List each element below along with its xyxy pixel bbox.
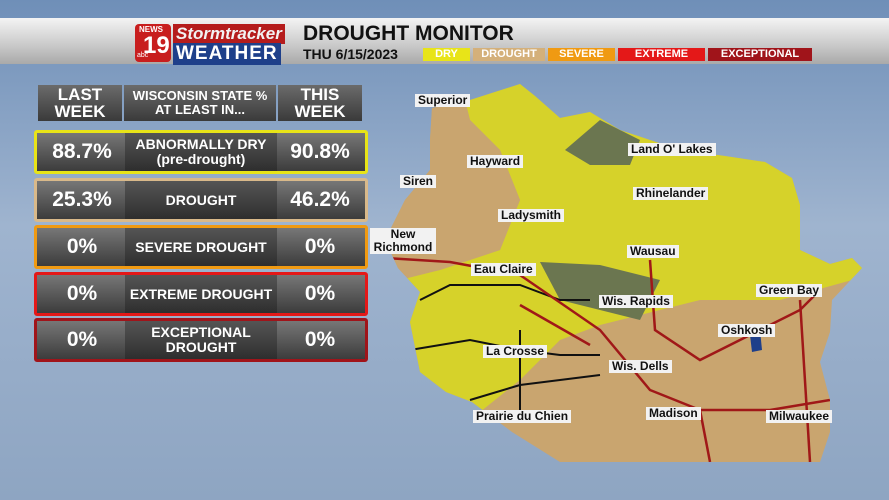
legend-drought: DROUGHT: [473, 48, 545, 61]
legend-dry: DRY: [423, 48, 470, 61]
category-label: ABNORMALLY DRY (pre-drought): [125, 133, 277, 171]
city-label: Wis. Rapids: [599, 295, 673, 308]
category-label: EXTREME DROUGHT: [125, 275, 277, 313]
city-label: La Crosse: [483, 345, 548, 358]
city-label: Rhinelander: [633, 187, 709, 200]
category-label: EXCEPTIONAL DROUGHT: [125, 321, 277, 359]
legend-extreme: EXTREME: [618, 48, 705, 61]
city-label: Land O' Lakes: [628, 143, 716, 156]
table-row: 88.7% ABNORMALLY DRY (pre-drought) 90.8%: [34, 130, 368, 174]
table-row: 0% EXTREME DROUGHT 0%: [34, 272, 368, 316]
this-week-value: 46.2%: [290, 188, 350, 211]
logo-channel: 19: [143, 32, 170, 59]
city-label: Oshkosh: [718, 324, 776, 337]
last-week-value: 88.7%: [52, 140, 112, 163]
this-week-value: 0%: [304, 235, 336, 258]
header-last-week: LAST WEEK: [38, 85, 122, 121]
city-label: Madison: [646, 407, 701, 420]
last-week-value: 0%: [66, 328, 98, 351]
city-label: Superior: [415, 94, 471, 107]
logo-badge: [135, 24, 171, 62]
table-row: 25.3% DROUGHT 46.2%: [34, 178, 368, 222]
city-label: New Richmond: [370, 228, 436, 254]
title: DROUGHT MONITOR: [303, 22, 514, 45]
table-row: 0% SEVERE DROUGHT 0%: [34, 225, 368, 269]
logo-network: NEWS: [139, 25, 163, 34]
logo: NEWS 19 abc Stormtracker WEATHER: [135, 24, 295, 65]
logo-affiliate: abc: [137, 52, 149, 59]
dry-area: [385, 84, 862, 420]
this-week-value: 90.8%: [290, 140, 350, 163]
logo-brand: Stormtracker: [173, 24, 285, 44]
legend-severe: SEVERE: [548, 48, 615, 61]
city-label: Wis. Dells: [609, 360, 672, 373]
date: THU 6/15/2023: [303, 46, 398, 62]
city-label: Wausau: [627, 245, 679, 258]
logo-brand-sub: WEATHER: [173, 43, 281, 65]
city-label: Green Bay: [756, 284, 823, 297]
forest-patch: [565, 120, 640, 165]
header-middle: WISCONSIN STATE % AT LEAST IN...: [124, 85, 276, 121]
category-label: DROUGHT: [125, 181, 277, 219]
last-week-value: 25.3%: [52, 188, 112, 211]
last-week-value: 0%: [66, 282, 98, 305]
header-this-week: THIS WEEK: [278, 85, 362, 121]
table-row: 0% EXCEPTIONAL DROUGHT 0%: [34, 318, 368, 362]
city-label: Ladysmith: [498, 209, 565, 222]
this-week-value: 0%: [304, 328, 336, 351]
last-week-value: 0%: [66, 235, 98, 258]
city-label: Siren: [400, 175, 437, 188]
category-label: SEVERE DROUGHT: [125, 228, 277, 266]
city-label: Hayward: [467, 155, 524, 168]
this-week-value: 0%: [304, 282, 336, 305]
legend-exceptional: EXCEPTIONAL: [708, 48, 812, 61]
city-label: Milwaukee: [766, 410, 833, 423]
city-label: Prairie du Chien: [473, 410, 572, 423]
city-label: Eau Claire: [471, 263, 536, 276]
